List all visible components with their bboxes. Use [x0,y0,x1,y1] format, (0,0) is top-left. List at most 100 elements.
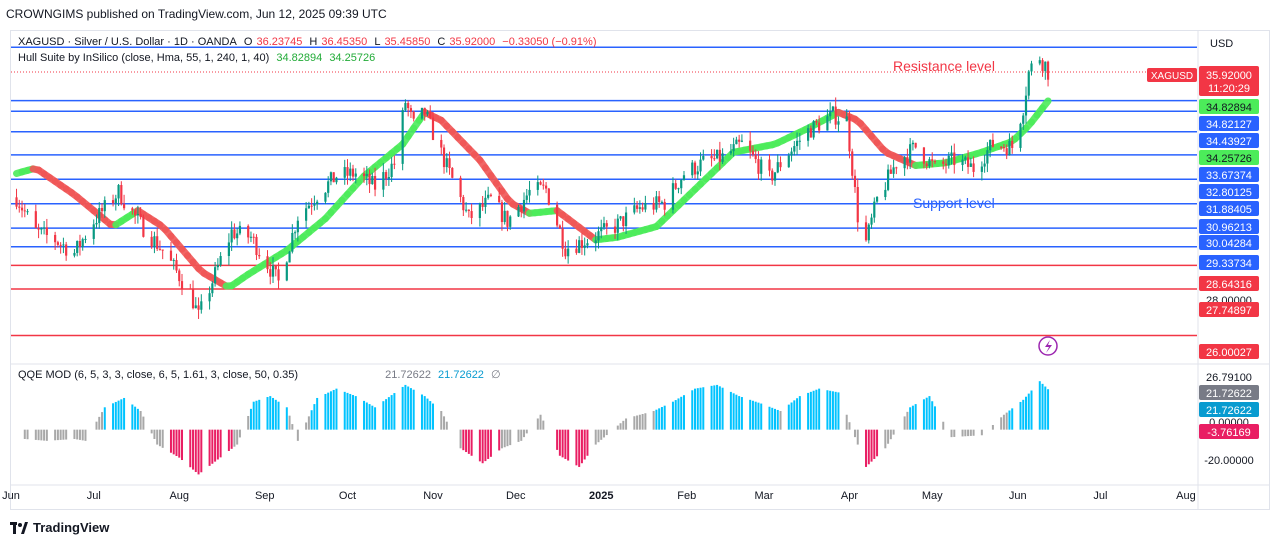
candle-body-47 [194,305,197,309]
qqe-bar-124 [520,429,523,441]
qqe-bar-88 [371,405,374,430]
candle-body-235 [922,147,926,164]
candle-body-117 [464,209,468,211]
price-label-0: 34.82894 [1206,102,1252,114]
candle-body-155 [613,226,617,233]
candle-body-86 [346,167,349,176]
last-price-value: 35.92000 [1206,70,1252,82]
candle-body-240 [942,161,945,164]
candle-body-51 [211,283,214,294]
qqe-axis-label-5: -20.00000 [1204,455,1254,467]
candle-body-211 [829,110,832,117]
qqe-bar-55 [238,429,241,438]
x-tick-4: Oct [339,490,356,502]
qqe-bar-237 [1000,417,1003,430]
candle-body-217 [851,151,854,176]
hull-segment-186 [1039,97,1052,112]
qqe-bar-188 [779,411,782,430]
candle-body-99 [393,163,396,165]
candle-body-53 [216,265,219,268]
candle-body-130 [517,206,520,217]
chart-frame[interactable] [10,30,1270,510]
price-label-7: 30.96213 [1206,222,1252,234]
candle-body-250 [980,166,983,172]
candle-body-189 [740,140,744,142]
qqe-bar-39 [178,429,181,458]
qqe-bar-8 [56,429,59,441]
qqe-bar-34 [158,429,161,447]
qqe-bar-74 [316,397,319,430]
candle-body-252 [986,150,989,164]
candle-body-238 [931,159,934,162]
qqe-bar-248 [1041,383,1044,430]
qqe-bar-27 [134,406,137,430]
candle-body-194 [760,159,763,174]
qqe-bar-10 [62,429,65,440]
candle-body-152 [600,227,603,232]
candle-body-41 [172,260,175,262]
candle-body-32 [136,214,139,216]
qqe-bar-97 [407,386,410,430]
qqe-bar-13 [76,429,79,440]
currency-label[interactable]: USD [1210,38,1234,50]
candle-body-153 [602,223,606,228]
qqe-bar-223 [925,397,928,430]
candle-body-82 [329,172,333,182]
qqe-bar-166 [696,388,699,430]
qqe-bar-87 [368,404,371,430]
candle-body-30 [131,208,134,211]
qqe-bar-30 [142,416,145,430]
candle-body-182 [715,149,719,159]
qqe-bar-94 [393,393,396,430]
candle-body-209 [818,122,821,131]
qqe-bar-109 [462,429,465,451]
qqe-bar-48 [214,429,217,462]
candle-body-258 [1008,140,1011,156]
candle-body-46 [191,288,195,309]
qqe-bar-245 [1027,393,1030,430]
qqe-bar-152 [641,414,644,430]
qqe-bar-61 [266,397,269,430]
candle-body-191 [751,150,755,155]
ohlc-low-label: L [374,36,381,48]
candle-body-77 [310,205,313,207]
candle-body-186 [732,144,735,152]
qqe-bar-239 [1005,412,1008,430]
qqe-bar-56 [247,415,250,430]
qqe-bar-220 [911,405,914,430]
qqe-bar-133 [564,429,567,459]
candle-body-204 [798,140,801,142]
candle-body-133 [525,195,528,200]
qqe-bar-246 [1030,390,1033,430]
candle-body-4 [26,211,29,213]
candle-body-29 [122,204,126,209]
ohlc-high-label: H [309,36,318,48]
qqe-bar-147 [622,420,625,430]
qqe-bar-91 [385,399,388,430]
qqe-bar-121 [506,429,509,447]
qqe-bar-5 [43,429,46,441]
candle-body-231 [906,157,909,163]
qqe-bar-85 [363,400,366,430]
candle-body-181 [713,158,716,160]
qqe-axis-bg-1 [1199,385,1259,400]
qqe-bar-229 [953,429,956,437]
qqe-bar-73 [313,404,316,430]
price-label-bg-1 [1199,116,1259,131]
qqe-bar-145 [616,425,619,430]
qqe-bar-78 [332,389,335,430]
tradingview-brand[interactable]: TradingView [10,520,109,535]
candle-body-122 [484,197,487,207]
candle-body-31 [134,210,137,216]
candle-body-94 [373,175,377,190]
candle-body-125 [498,195,501,203]
qqe-bar-77 [329,391,332,430]
qqe-bar-161 [677,398,680,430]
qqe-bar-84 [354,396,357,430]
qqe-bar-75 [324,393,327,430]
candle-body-151 [597,231,600,241]
candle-body-3 [23,210,26,212]
qqe-bar-222 [922,399,925,430]
qqe-bar-57 [249,408,252,430]
